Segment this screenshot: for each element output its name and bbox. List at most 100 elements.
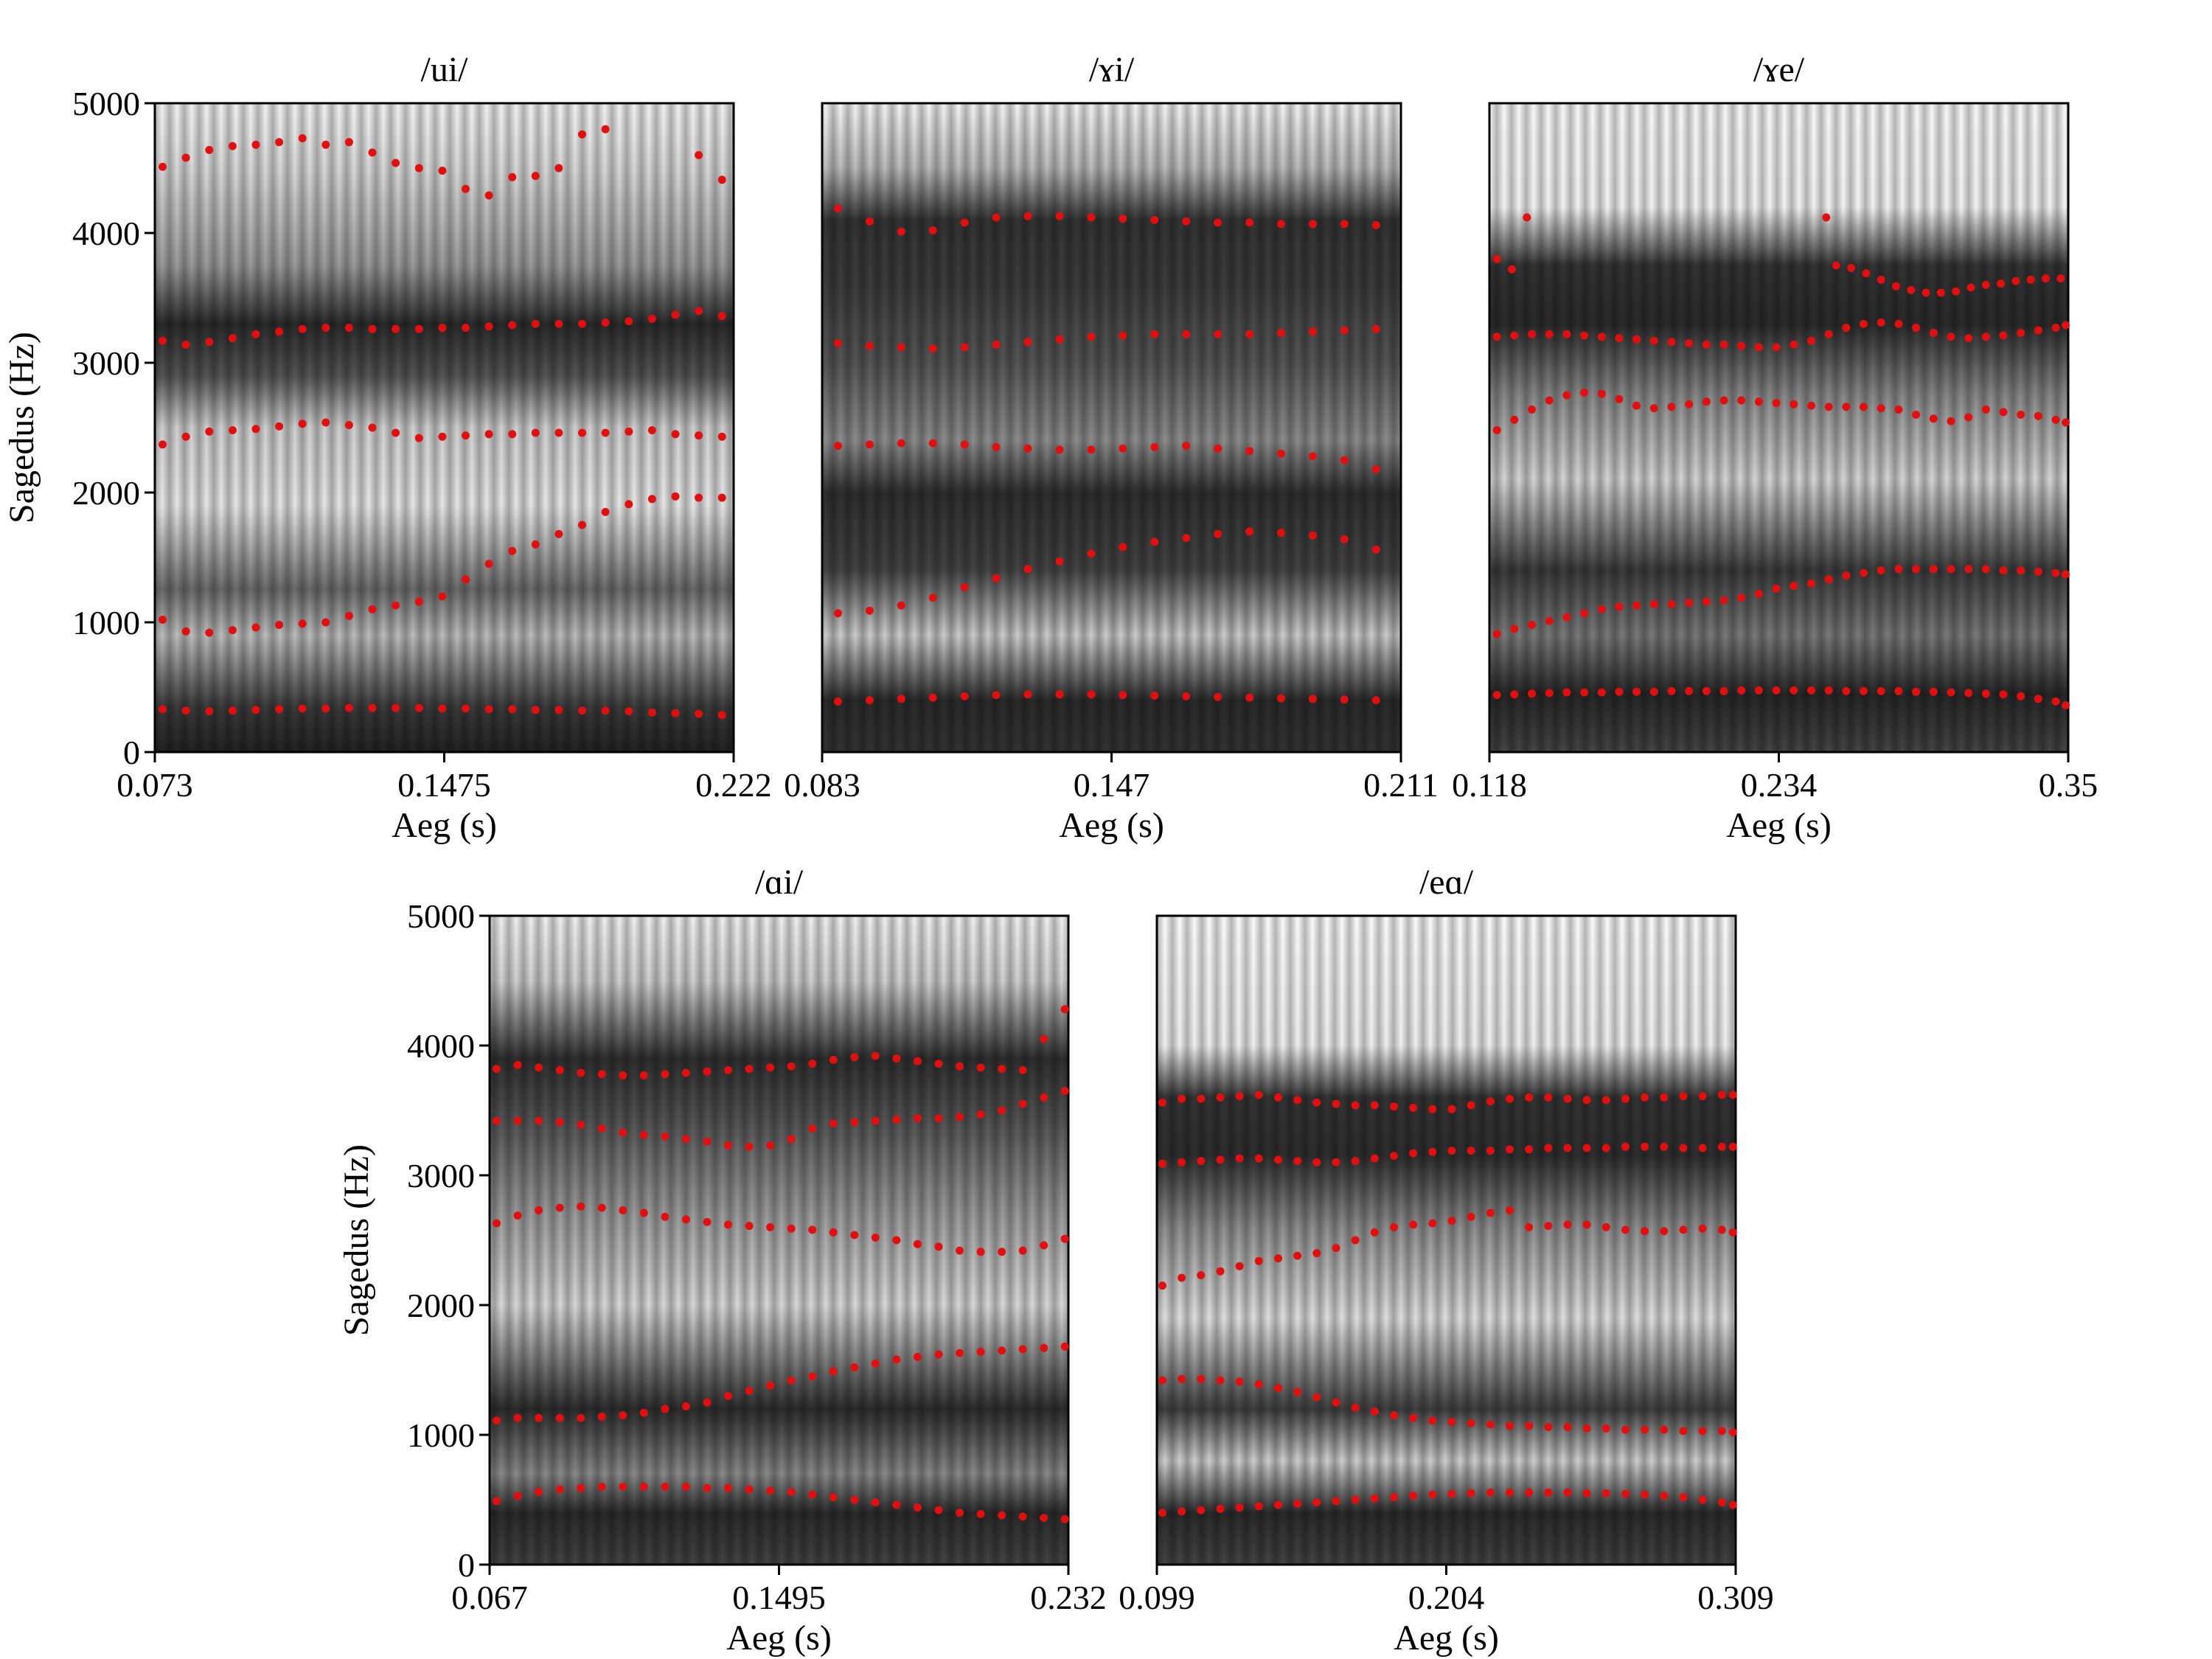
formant-point xyxy=(1892,282,1900,291)
formant-point xyxy=(1214,218,1222,227)
formant-point xyxy=(1197,1374,1206,1383)
formant-point xyxy=(1754,397,1763,406)
formant-track-f4 xyxy=(159,307,726,349)
formant-point xyxy=(1947,333,1955,341)
formant-point xyxy=(850,1231,859,1239)
formant-point xyxy=(1293,1157,1302,1166)
formant-point xyxy=(462,184,470,193)
formant-point xyxy=(960,692,969,700)
formant-point xyxy=(1824,330,1833,338)
x-tick-label: 0.118 xyxy=(1452,766,1527,804)
formant-point xyxy=(808,1225,817,1234)
formant-point xyxy=(1929,329,1938,337)
formant-point xyxy=(535,1413,543,1422)
formant-point xyxy=(1409,1149,1418,1158)
formant-point xyxy=(1040,1241,1048,1250)
formant-point xyxy=(601,125,610,133)
formant-point xyxy=(251,425,260,434)
formant-point xyxy=(1119,691,1127,700)
formant-point xyxy=(1447,1417,1456,1426)
formant-point xyxy=(787,1487,796,1496)
formant-point xyxy=(928,439,937,448)
formant-point xyxy=(913,1239,922,1248)
formant-point xyxy=(1447,1105,1456,1113)
formant-point xyxy=(998,1248,1006,1256)
formant-track-f1 xyxy=(1492,686,2070,710)
formant-point xyxy=(1492,691,1501,700)
formant-point xyxy=(321,140,330,149)
formant-point xyxy=(344,703,353,712)
formant-point xyxy=(321,704,330,713)
formant-point xyxy=(808,1124,817,1133)
formant-point xyxy=(1340,456,1349,465)
formant-point xyxy=(1964,334,1973,343)
formant-point xyxy=(368,423,377,432)
formant-point xyxy=(1562,613,1571,622)
formant-point xyxy=(1719,596,1728,605)
formant-point xyxy=(1832,261,1840,270)
formant-point xyxy=(1702,597,1711,606)
formant-point xyxy=(508,430,517,439)
formant-point xyxy=(681,1068,690,1077)
formant-point xyxy=(414,434,423,442)
formant-point xyxy=(251,706,260,714)
formant-point xyxy=(1370,1494,1379,1503)
formant-point xyxy=(493,1497,501,1506)
formant-point xyxy=(1235,1092,1244,1101)
formant-point xyxy=(850,1053,859,1062)
formant-point xyxy=(597,1412,606,1421)
formant-point xyxy=(834,204,842,213)
formant-point xyxy=(1371,465,1380,473)
formant-point xyxy=(1981,280,1990,289)
formant-point xyxy=(1371,696,1380,705)
formant-point xyxy=(1150,330,1159,338)
formant-point xyxy=(1907,285,1916,294)
formant-point xyxy=(298,704,307,713)
formant-point xyxy=(1947,417,1955,425)
formant-point xyxy=(865,217,874,226)
formant-point xyxy=(1667,338,1676,347)
formant-point xyxy=(438,432,447,441)
formant-point xyxy=(850,1118,859,1127)
formant-point xyxy=(956,1062,964,1071)
formant-point xyxy=(601,507,610,516)
formant-point xyxy=(578,319,586,328)
formant-point xyxy=(1274,1500,1282,1509)
formant-point xyxy=(1060,1005,1069,1014)
formant-point xyxy=(1737,686,1746,695)
formant-point xyxy=(1018,1099,1027,1108)
formant-point xyxy=(1660,1425,1669,1434)
formant-point xyxy=(1182,534,1191,543)
formant-point xyxy=(1182,330,1191,338)
formant-point xyxy=(897,343,905,352)
formant-point xyxy=(1621,1425,1630,1434)
formant-point xyxy=(275,138,284,147)
formant-point xyxy=(619,1071,627,1079)
formant-point xyxy=(2017,692,2025,700)
formant-point xyxy=(787,1224,796,1233)
formant-point xyxy=(1060,1342,1069,1351)
formant-point xyxy=(159,705,167,714)
formant-point xyxy=(2011,276,2020,285)
formant-point xyxy=(871,1234,880,1242)
formant-point xyxy=(1277,220,1285,229)
formant-point xyxy=(1667,403,1676,411)
formant-point xyxy=(871,1051,880,1060)
formant-point xyxy=(1912,324,1921,332)
formant-point xyxy=(1178,1374,1186,1383)
formant-point xyxy=(1150,215,1159,224)
formant-point xyxy=(1772,343,1781,352)
formant-point xyxy=(1563,1220,1572,1229)
formant-point xyxy=(1997,279,2006,288)
formant-point xyxy=(159,336,167,345)
formant-point xyxy=(960,440,969,449)
formant-point xyxy=(597,1124,606,1133)
x-axis-label: Aeg (s) xyxy=(1726,806,1832,845)
formant-point xyxy=(1842,571,1851,580)
formant-point xyxy=(1601,1144,1610,1152)
formant-point xyxy=(1544,1422,1553,1431)
formant-point xyxy=(1641,1227,1649,1236)
formant-point xyxy=(2051,568,2060,577)
formant-point xyxy=(1641,1425,1649,1434)
formant-point xyxy=(2017,329,2025,337)
